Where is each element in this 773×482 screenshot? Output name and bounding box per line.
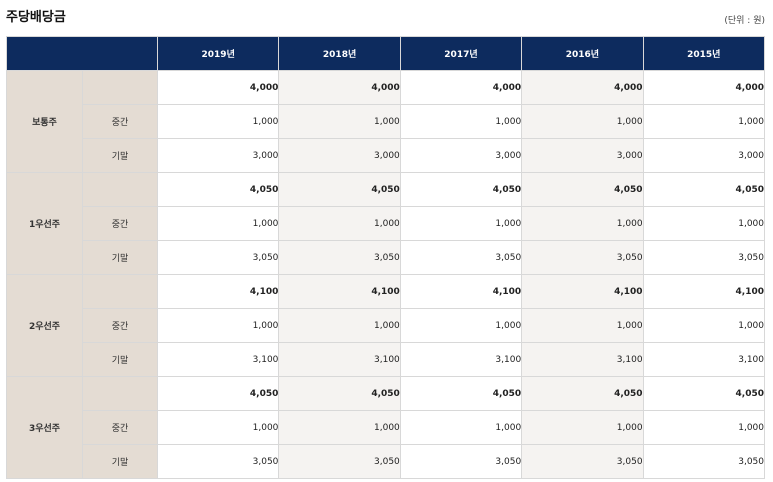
table-cell: 3,000 [642, 138, 766, 173]
table-cell: 3,100 [156, 342, 280, 377]
table-cell: 4,050 [156, 172, 280, 207]
table-cell: 1,000 [156, 410, 280, 445]
table-cell: 3,050 [521, 444, 644, 479]
column-header: 2016년 [521, 36, 644, 71]
table-cell: 1,000 [278, 104, 401, 139]
table-cell: 1,000 [642, 410, 766, 445]
table-row: 기말 3,050 3,050 3,050 3,050 3,050 [7, 444, 766, 479]
table-cell: 1,000 [521, 308, 644, 343]
table-cell: 4,050 [521, 376, 644, 411]
row-label [82, 376, 158, 411]
table-cell: 3,050 [399, 444, 523, 479]
table-cell: 3,050 [156, 444, 280, 479]
table-cell: 4,100 [642, 274, 766, 309]
table-cell: 1,000 [278, 308, 401, 343]
table-cell: 3,000 [156, 138, 280, 173]
table-row: 기말 3,100 3,100 3,100 3,100 3,100 [7, 342, 766, 377]
table-cell: 4,050 [399, 172, 523, 207]
table-cell: 4,000 [278, 70, 401, 105]
table-row: 중간 1,000 1,000 1,000 1,000 1,000 [7, 308, 766, 343]
table-cell: 3,050 [278, 240, 401, 275]
table-row: 중간 1,000 1,000 1,000 1,000 1,000 [7, 206, 766, 241]
table-row: 3우선주 4,050 4,050 4,050 4,050 4,050 [6, 376, 766, 479]
table-row: 기말 3,000 3,000 3,000 3,000 3,000 [7, 138, 766, 173]
table-cell: 4,000 [156, 70, 280, 105]
row-label: 중간 [82, 410, 158, 445]
column-header: 2019년 [156, 36, 280, 71]
column-header: 2017년 [399, 36, 523, 71]
row-label: 기말 [82, 138, 158, 173]
row-label: 중간 [82, 104, 158, 139]
table-cell: 3,100 [399, 342, 523, 377]
row-label [82, 172, 158, 207]
table-cell: 1,000 [521, 206, 644, 241]
dividend-table: 2019년 2018년 2017년 2016년 2015년 보통주 4,000 4,… [6, 36, 766, 479]
table-cell: 4,050 [642, 172, 766, 207]
column-header: 2015년 [642, 36, 766, 71]
table-row: 보통주 4,000 4,000 4,000 4,000 4,000 [6, 70, 766, 173]
row-label [82, 274, 158, 309]
table-cell: 3,100 [521, 342, 644, 377]
share-type-label: 2우선주 [6, 274, 83, 377]
header-corner [6, 36, 158, 71]
table-cell: 4,050 [642, 376, 766, 411]
header-row: 2019년 2018년 2017년 2016년 2015년 [6, 36, 766, 71]
row-label: 중간 [82, 308, 158, 343]
row-label: 중간 [82, 206, 158, 241]
table-cell: 1,000 [399, 308, 523, 343]
table-cell: 3,050 [642, 444, 766, 479]
table-cell: 1,000 [521, 104, 644, 139]
table-cell: 3,000 [521, 138, 644, 173]
table-row: 2우선주 4,100 4,100 4,100 4,100 4,100 [6, 274, 766, 377]
table-cell: 3,050 [642, 240, 766, 275]
table-cell: 4,000 [521, 70, 644, 105]
table-cell: 1,000 [399, 104, 523, 139]
table-row: 1우선주 4,050 4,050 4,050 4,050 4,050 [6, 172, 766, 275]
table-cell: 4,050 [399, 376, 523, 411]
table-cell: 4,100 [156, 274, 280, 309]
table-cell: 4,100 [278, 274, 401, 309]
table-cell: 3,000 [278, 138, 401, 173]
table-cell: 4,050 [156, 376, 280, 411]
table-cell: 3,050 [521, 240, 644, 275]
table-cell: 4,050 [521, 172, 644, 207]
table-cell: 4,100 [521, 274, 644, 309]
table-cell: 1,000 [278, 206, 401, 241]
table-cell: 1,000 [399, 410, 523, 445]
table-cell: 1,000 [642, 104, 766, 139]
table-cell: 4,000 [399, 70, 523, 105]
table-cell: 4,000 [642, 70, 766, 105]
row-label [82, 70, 158, 105]
table-cell: 1,000 [399, 206, 523, 241]
table-cell: 1,000 [642, 308, 766, 343]
table-row: 중간 1,000 1,000 1,000 1,000 1,000 [7, 410, 766, 445]
share-type-label: 보통주 [6, 70, 83, 173]
row-label: 기말 [82, 240, 158, 275]
table-cell: 1,000 [156, 104, 280, 139]
table-cell: 4,050 [278, 172, 401, 207]
table-cell: 1,000 [521, 410, 644, 445]
row-label: 기말 [82, 444, 158, 479]
table-cell: 4,050 [278, 376, 401, 411]
table-cell: 3,100 [642, 342, 766, 377]
table-row: 기말 3,050 3,050 3,050 3,050 3,050 [7, 240, 766, 275]
table-cell: 3,050 [278, 444, 401, 479]
share-type-label: 3우선주 [6, 376, 83, 479]
table-row: 중간 1,000 1,000 1,000 1,000 1,000 [7, 104, 766, 139]
table-cell: 3,100 [278, 342, 401, 377]
table-cell: 1,000 [156, 206, 280, 241]
table-cell: 3,000 [399, 138, 523, 173]
table-cell: 4,100 [399, 274, 523, 309]
unit-note: (단위 : 원) [724, 16, 765, 26]
table-cell: 3,050 [156, 240, 280, 275]
column-header: 2018년 [278, 36, 401, 71]
table-cell: 1,000 [642, 206, 766, 241]
table-cell: 3,050 [399, 240, 523, 275]
page-title: 주당배당금 [6, 10, 66, 25]
table-cell: 1,000 [278, 410, 401, 445]
table-cell: 1,000 [156, 308, 280, 343]
share-type-label: 1우선주 [6, 172, 83, 275]
row-label: 기말 [82, 342, 158, 377]
